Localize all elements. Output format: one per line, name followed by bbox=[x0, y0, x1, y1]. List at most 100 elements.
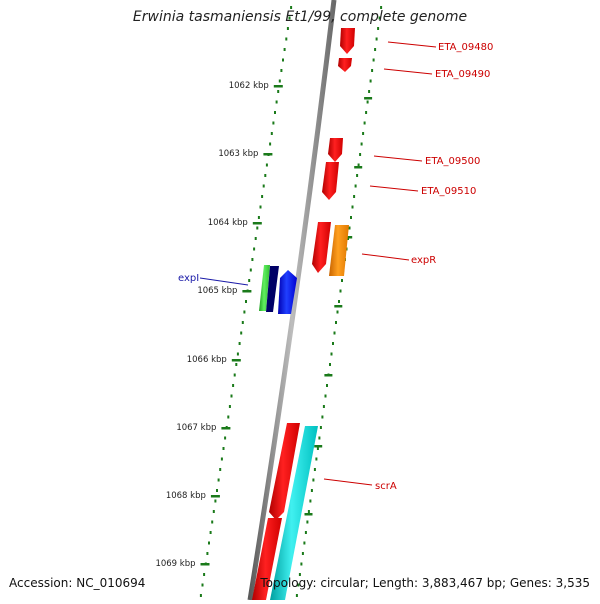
major-tick bbox=[221, 427, 231, 430]
minor-tick bbox=[362, 132, 365, 135]
minor-tick bbox=[324, 394, 327, 398]
minor-tick bbox=[315, 457, 318, 461]
major-tick bbox=[210, 495, 220, 498]
minor-tick bbox=[316, 447, 319, 450]
gene-red-scr-2[interactable] bbox=[252, 518, 282, 600]
right-major-tick bbox=[304, 513, 313, 516]
minor-tick bbox=[199, 594, 202, 597]
gene-eta-09500[interactable] bbox=[328, 138, 343, 162]
label-expr[interactable]: expR bbox=[411, 255, 436, 266]
minor-tick bbox=[264, 174, 267, 177]
minor-tick bbox=[318, 436, 321, 440]
right-major-tick bbox=[344, 236, 353, 239]
minor-tick bbox=[272, 121, 275, 125]
genome-axis bbox=[247, 0, 337, 601]
gene-eta-09490[interactable] bbox=[338, 58, 352, 72]
minor-tick bbox=[212, 510, 215, 513]
gene-eta-09510[interactable] bbox=[322, 162, 339, 200]
minor-tick bbox=[249, 268, 252, 272]
minor-tick bbox=[216, 489, 218, 492]
minor-tick bbox=[238, 342, 241, 345]
gene-green[interactable] bbox=[259, 265, 270, 311]
minor-tick bbox=[270, 132, 273, 135]
minor-tick bbox=[368, 90, 371, 93]
minor-tick bbox=[354, 184, 357, 188]
label-eta-09490[interactable]: ETA_09490 bbox=[435, 69, 490, 80]
minor-tick bbox=[335, 321, 337, 324]
label-scra[interactable]: scrA bbox=[375, 481, 397, 492]
minor-tick bbox=[230, 394, 233, 398]
minor-tick bbox=[286, 27, 289, 30]
minor-tick bbox=[319, 426, 322, 429]
accession-label: Accession: NC_010694 bbox=[9, 576, 146, 590]
label-eta-09510[interactable]: ETA_09510 bbox=[421, 186, 476, 197]
minor-tick bbox=[206, 552, 209, 555]
gene-red-near-expr[interactable] bbox=[312, 222, 331, 273]
minor-tick bbox=[280, 69, 283, 72]
minor-tick bbox=[233, 373, 236, 377]
gene-expi[interactable] bbox=[278, 270, 297, 314]
minor-tick bbox=[377, 27, 380, 30]
minor-tick bbox=[336, 310, 339, 314]
right-major-tick bbox=[354, 166, 363, 169]
minor-tick bbox=[357, 163, 360, 167]
major-tick bbox=[263, 153, 273, 156]
minor-tick bbox=[366, 100, 369, 104]
tick-label-1069-kbp: 1069 kbp bbox=[155, 559, 195, 569]
species-name: Erwinia tasmaniensis bbox=[132, 9, 281, 25]
minor-tick bbox=[359, 153, 362, 156]
minor-tick bbox=[222, 447, 225, 450]
minor-tick bbox=[351, 205, 354, 209]
minor-tick bbox=[338, 300, 340, 303]
label-eta-09480[interactable]: ETA_09480 bbox=[438, 42, 493, 53]
gene-navy[interactable] bbox=[266, 266, 279, 312]
minor-tick bbox=[262, 184, 265, 188]
minor-tick bbox=[288, 16, 291, 20]
minor-tick bbox=[339, 289, 342, 293]
right-major-tick bbox=[334, 305, 343, 308]
minor-tick bbox=[306, 520, 309, 524]
gene-expr[interactable] bbox=[329, 225, 349, 276]
gene-scra[interactable] bbox=[270, 426, 318, 600]
minor-tick bbox=[251, 258, 254, 261]
minor-tick bbox=[332, 342, 334, 345]
minor-tick bbox=[217, 478, 220, 482]
right-major-tick bbox=[364, 97, 373, 100]
minor-tick bbox=[378, 16, 381, 20]
minor-tick bbox=[275, 100, 278, 104]
label-expi[interactable]: expI bbox=[178, 273, 199, 284]
label-eta-09500[interactable]: ETA_09500 bbox=[425, 156, 480, 167]
gene-red-scr-1[interactable] bbox=[269, 423, 300, 520]
genome-stats-label: Topology: circular; Length: 3,883,467 bp… bbox=[260, 576, 590, 590]
major-tick bbox=[200, 563, 210, 566]
minor-tick bbox=[369, 79, 372, 83]
minor-tick bbox=[313, 468, 316, 471]
minor-tick bbox=[208, 541, 210, 545]
minor-tick bbox=[257, 216, 260, 219]
gene-eta-09480[interactable] bbox=[340, 28, 355, 54]
major-tick bbox=[252, 222, 262, 225]
minor-tick bbox=[363, 121, 366, 125]
right-major-tick bbox=[324, 374, 333, 377]
tick-label-1063-kbp: 1063 kbp bbox=[218, 149, 258, 159]
minor-tick bbox=[265, 163, 268, 167]
minor-tick bbox=[356, 174, 359, 177]
minor-tick bbox=[277, 90, 280, 93]
minor-tick bbox=[301, 552, 304, 555]
minor-tick bbox=[232, 384, 235, 387]
minor-tick bbox=[211, 520, 214, 524]
gene-labels: ETA_09480 ETA_09490 ETA_09500 ETA_09510 … bbox=[178, 41, 493, 492]
minor-tick bbox=[235, 363, 238, 366]
minor-tick bbox=[309, 499, 312, 503]
tick-label-1064-kbp: 1064 kbp bbox=[208, 218, 248, 228]
minor-tick bbox=[209, 531, 212, 534]
major-tick bbox=[242, 290, 252, 293]
minor-tick bbox=[295, 594, 298, 597]
minor-tick bbox=[303, 541, 306, 545]
minor-tick bbox=[224, 436, 227, 440]
strain-label: Et1/99, complete genome bbox=[280, 9, 468, 25]
tick-label-1067-kbp: 1067 kbp bbox=[176, 423, 216, 433]
scale-ticks: 1062 kbp 1063 kbp 1064 kbp 1065 kbp 1066 kbp… bbox=[155, 81, 283, 569]
minor-tick bbox=[240, 331, 243, 335]
minor-tick bbox=[375, 37, 378, 41]
